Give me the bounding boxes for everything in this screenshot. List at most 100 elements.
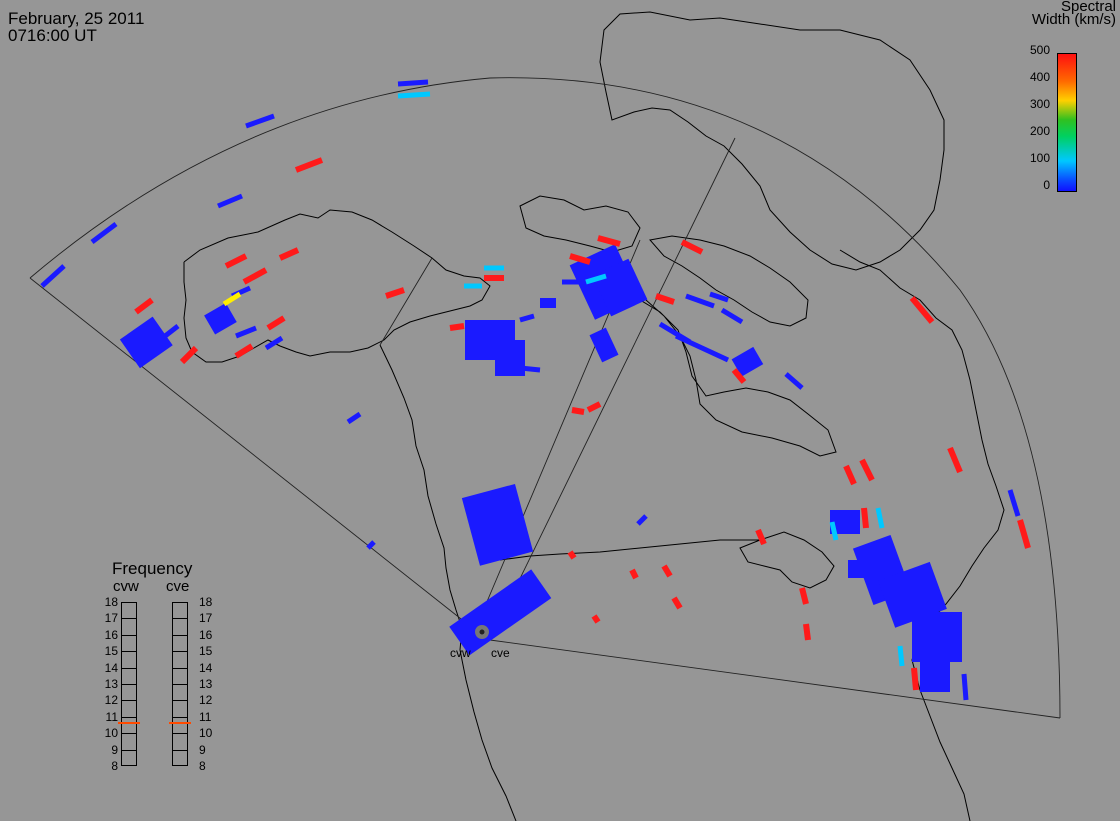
echo-streak — [217, 193, 243, 209]
colorbar-tick: 100 — [1029, 151, 1050, 165]
echo-streak — [385, 287, 405, 299]
echo-streak — [224, 253, 248, 269]
echo-streak — [861, 507, 869, 529]
echo-cell — [920, 650, 950, 692]
radar-label-east: cve — [491, 646, 510, 660]
echo-streak — [449, 323, 465, 331]
echo-cell — [461, 483, 534, 566]
frequency-tick-left: 17 — [104, 611, 118, 626]
echo-streak — [709, 291, 729, 303]
coastline-arctic-islands — [519, 195, 641, 253]
coastline-gulf — [499, 539, 760, 561]
echo-streak — [799, 587, 809, 605]
colorbar-tick: 500 — [1029, 43, 1050, 57]
echo-streak — [179, 345, 199, 365]
echo-cell — [589, 327, 619, 363]
echo-streak — [571, 407, 585, 415]
frequency-tick-left: 13 — [104, 677, 118, 691]
echo-streak — [829, 521, 839, 541]
coastline-pacific-northwest — [379, 344, 517, 821]
scatter-low-width — [119, 244, 962, 692]
echo-streak — [674, 333, 730, 363]
frequency-scale-cell-cvw — [121, 733, 137, 750]
colorbar-tick: 400 — [1029, 70, 1050, 84]
echo-streak — [720, 307, 744, 325]
frequency-scale-cell-cvw — [121, 602, 137, 619]
echo-streak — [585, 273, 607, 285]
frequency-scale-cell-cve — [172, 700, 188, 717]
echo-streak — [519, 313, 535, 323]
scatter-mid-width — [397, 91, 905, 667]
echo-streak — [859, 458, 875, 482]
echo-streak — [586, 401, 602, 413]
frequency-scale-cell-cve — [172, 651, 188, 668]
frequency-tick-right: 16 — [199, 627, 213, 642]
echo-streak — [685, 293, 715, 309]
frequency-scale-cell-cvw — [121, 618, 137, 635]
radar-sites — [475, 625, 489, 639]
coastline-labrador — [839, 249, 1005, 821]
frequency-scale-cell-cve — [172, 684, 188, 701]
frequency-tick-left: 9 — [111, 742, 118, 757]
coastline-baffin — [649, 235, 809, 327]
coastline-great-lakes — [739, 531, 835, 589]
fov-outer-arc — [29, 77, 1061, 719]
coastlines — [183, 11, 1005, 821]
frequency-tick-left: 12 — [104, 693, 118, 708]
echo-streak — [755, 528, 767, 546]
frequency-scale-cell-cvw — [121, 651, 137, 668]
echo-streak — [636, 514, 648, 526]
echo-streak — [499, 363, 541, 373]
echo-streak — [346, 411, 362, 425]
echo-streak — [1017, 519, 1031, 549]
frequency-scale-cell-cvw — [121, 634, 137, 652]
frequency-scale-cell-cvw — [121, 684, 137, 701]
frequency-marker-cvw — [118, 721, 140, 724]
echo-streak — [278, 247, 300, 261]
frequency-tick-left: 11 — [105, 709, 118, 724]
echo-cell — [204, 302, 237, 335]
frequency-title: Frequency — [112, 559, 193, 578]
echo-streak — [911, 667, 919, 691]
frequency-scale-cell-cve — [172, 634, 188, 652]
echo-streak — [661, 564, 673, 578]
echo-streak — [264, 335, 284, 351]
radar-site-center — [479, 629, 485, 635]
echo-cell — [592, 258, 648, 317]
frequency-tick-left: 15 — [104, 644, 118, 659]
echo-streak — [731, 368, 747, 384]
echo-streak — [567, 550, 577, 560]
fov-west-edge — [29, 277, 476, 631]
frequency-scale-cell-cvw — [121, 667, 137, 684]
frequency-scale-cell-cve — [172, 618, 188, 635]
echo-streak — [680, 239, 704, 255]
echo-streak — [909, 296, 935, 324]
echo-streak — [629, 568, 639, 580]
colorbar-tick: 0 — [1043, 178, 1050, 192]
frequency-tick-right: 13 — [199, 677, 213, 691]
scatter-high-width — [134, 157, 1031, 691]
echo-streak — [158, 324, 180, 342]
echo-streak — [90, 222, 118, 244]
map-time: 0716:00 UT — [8, 26, 97, 45]
frequency-tick-right: 17 — [199, 611, 213, 626]
frequency-tick-right: 12 — [199, 693, 213, 708]
frequency-tick-right: 8 — [199, 759, 206, 773]
map-date: February, 25 2011 — [8, 9, 145, 28]
frequency-tick-right: 14 — [199, 660, 213, 675]
colorbar-title-line2: Width (km/s) — [1031, 11, 1116, 28]
echo-streak — [655, 293, 675, 305]
echo-streak — [597, 235, 621, 247]
fov-east-edge — [489, 639, 1061, 719]
echo-streak — [397, 91, 431, 99]
frequency-tick-left: 10 — [104, 726, 118, 741]
echo-streak — [397, 79, 429, 87]
frequency-scale-cell-cvw — [121, 749, 137, 766]
coastline-hudson-bay — [611, 289, 837, 457]
colorbar-tick: 300 — [1029, 97, 1050, 111]
echo-streak — [784, 372, 804, 390]
colorbar-gradient — [1057, 53, 1077, 192]
